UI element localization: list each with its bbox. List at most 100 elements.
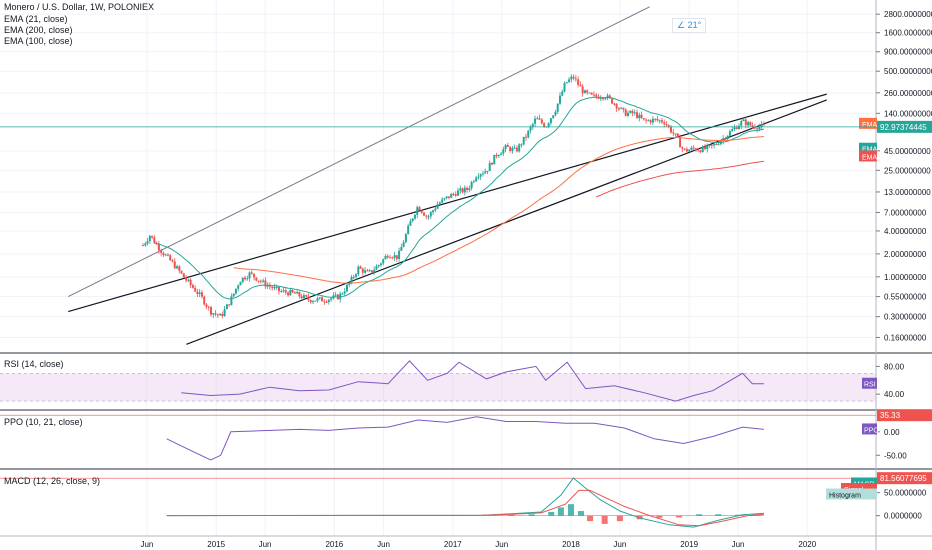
candle-body (327, 299, 330, 303)
candle-body (420, 210, 423, 213)
candle-body (681, 147, 684, 149)
candle-body (189, 279, 192, 286)
time-tick-label: 2016 (325, 540, 343, 549)
macd-legend[interactable]: MACD (12, 26, close, 9) (4, 476, 101, 486)
macd-badge-bg (851, 477, 877, 489)
candle-body (386, 255, 389, 258)
candle-body (713, 144, 716, 146)
candle-body (708, 144, 711, 146)
candle-body (225, 304, 228, 310)
candle-body (287, 292, 290, 296)
candle-body (563, 83, 566, 92)
candle-body (586, 90, 589, 93)
candle-body (552, 115, 555, 119)
candle-body (445, 196, 448, 199)
candle-body (357, 266, 360, 275)
candle-body (683, 148, 686, 150)
indicator-legend-ema21[interactable]: EMA (21, close) (4, 14, 68, 24)
candle-body (649, 120, 652, 123)
candle-body (728, 131, 731, 136)
ppo-legend[interactable]: PPO (10, 21, close) (4, 417, 83, 427)
macd-badge-histogram: Histogram (829, 493, 861, 500)
channel-outer-line (68, 6, 650, 298)
candle-body (187, 279, 190, 281)
candle-body (280, 291, 283, 293)
candle-body (402, 242, 405, 248)
indicator-legend-ema200[interactable]: EMA (200, close) (4, 25, 73, 35)
candle-body (275, 286, 278, 288)
candle-body (470, 182, 473, 189)
candle-body (742, 119, 745, 121)
candle-body (171, 260, 174, 262)
candle-body (590, 92, 593, 95)
candle-body (427, 216, 430, 218)
candle-body (504, 145, 507, 150)
candle-body (314, 300, 317, 302)
macd-value-label: 81.56077695 (880, 474, 927, 483)
candle-body (457, 190, 460, 196)
candle-body (606, 95, 609, 99)
candle-body (636, 112, 639, 119)
candle-body (343, 291, 346, 294)
candle-body (398, 250, 401, 260)
candle-body (311, 301, 314, 303)
candle-body (162, 252, 165, 256)
candle-body (520, 144, 523, 146)
candle-body (760, 124, 763, 127)
candle-body (411, 218, 414, 222)
candle-body (626, 112, 629, 116)
last-price-label: 92.97374445 (880, 123, 927, 132)
candle-body (561, 91, 564, 96)
candle-body (391, 257, 394, 259)
candle-body (558, 95, 561, 104)
candle-body (701, 146, 704, 153)
candle-body (223, 309, 226, 316)
macd-histogram-bar (616, 515, 623, 522)
candle-body (153, 237, 156, 244)
candle-body (710, 144, 713, 146)
candle-body (495, 154, 498, 157)
candle-body (658, 120, 661, 122)
candle-body (572, 76, 575, 79)
candle-body (651, 118, 654, 123)
candle-body (291, 290, 294, 293)
rsi-legend[interactable]: RSI (14, close) (4, 359, 64, 369)
candle-body (515, 147, 518, 152)
candle-body (454, 194, 457, 196)
candle-body (350, 277, 353, 284)
candle-body (737, 125, 740, 130)
main-price-pane[interactable] (0, 0, 876, 353)
candle-body (631, 110, 634, 114)
candle-body (529, 126, 532, 131)
candle-body (715, 144, 718, 146)
ema200-badge-bg (859, 150, 877, 162)
candle-body (379, 263, 382, 266)
candle-body (219, 313, 222, 316)
macd-value-badge (877, 472, 932, 485)
candle-body (506, 145, 509, 147)
ppo-badge: PPO (864, 427, 879, 434)
candle-body (277, 286, 280, 292)
sub-tick-label: 40.00 (884, 390, 905, 399)
price-tick-label: 4.00000000 (884, 227, 927, 236)
indicator-legend-ema100[interactable]: EMA (100, close) (4, 36, 73, 46)
candle-body (389, 257, 392, 259)
macd-pane[interactable] (0, 477, 876, 528)
rsi-pane[interactable] (0, 360, 876, 402)
candle-body (685, 149, 688, 152)
candle-body (481, 173, 484, 175)
candle-body (334, 294, 337, 296)
candle-body (599, 98, 602, 100)
ppo-pane[interactable] (0, 414, 876, 461)
candle-body (241, 277, 244, 283)
candle-body (524, 136, 527, 138)
candle-body (699, 150, 702, 153)
candle-body (656, 118, 659, 121)
candle-body (352, 276, 355, 278)
price-tick-label: 45.00000000 (884, 147, 931, 156)
candle-body (534, 118, 537, 124)
candle-body (282, 290, 285, 292)
candle-body (205, 304, 208, 307)
candle-body (538, 118, 541, 120)
